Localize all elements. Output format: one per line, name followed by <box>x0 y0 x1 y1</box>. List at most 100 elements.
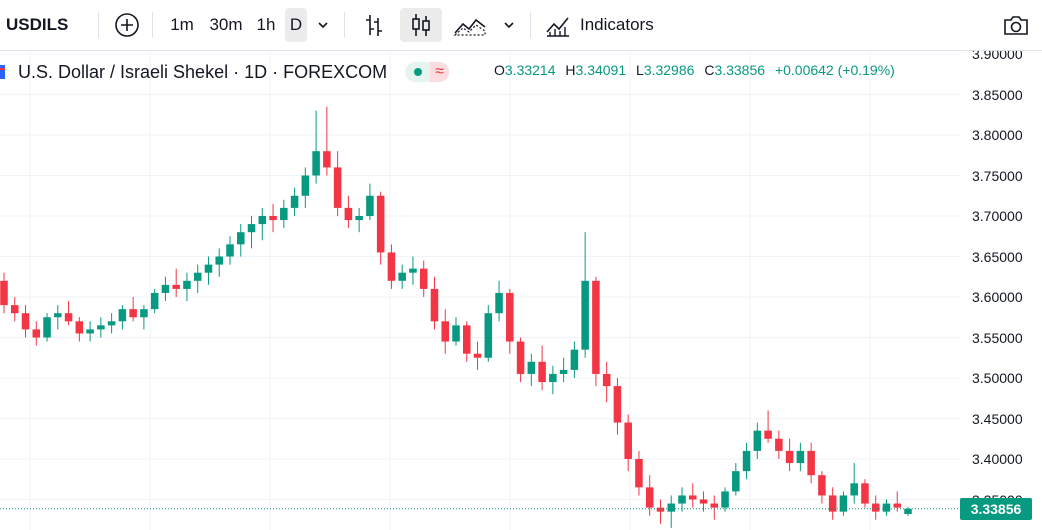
candle <box>323 106 331 176</box>
candle <box>592 276 600 387</box>
candle-body <box>807 450 815 476</box>
candle <box>613 378 622 435</box>
candle-body <box>818 475 826 496</box>
interval-d-button[interactable]: D <box>285 8 307 42</box>
candle-body <box>247 224 256 233</box>
candle <box>129 297 137 322</box>
candle-body <box>656 507 665 512</box>
chart-grid <box>0 51 960 530</box>
candle-body <box>710 503 719 508</box>
candle <box>64 301 73 326</box>
candle <box>236 224 245 257</box>
price-tick: 3.50000 <box>972 370 1023 386</box>
open-value: 3.33214 <box>504 62 556 78</box>
candle-body <box>796 450 805 464</box>
candle-body <box>387 252 396 281</box>
market-status-badge[interactable]: ≈ <box>405 62 449 82</box>
candle-body <box>21 313 30 330</box>
interval-1m-button[interactable]: 1m <box>170 15 194 34</box>
chart-type-dropdown[interactable] <box>496 8 522 42</box>
intervals-dropdown[interactable] <box>310 8 336 42</box>
candle <box>215 248 224 277</box>
candle-body <box>678 495 686 504</box>
market-open-dot-icon <box>414 68 423 76</box>
candle-body <box>484 313 493 358</box>
candle <box>882 499 891 516</box>
chevron-down-icon <box>318 22 328 29</box>
candle <box>850 463 858 504</box>
candle-body <box>226 244 234 257</box>
candle <box>484 305 493 362</box>
candle-body <box>527 361 536 374</box>
candle <box>527 353 536 387</box>
bar-chart-type-button[interactable] <box>356 8 392 42</box>
candle <box>140 305 148 330</box>
candle <box>495 280 503 322</box>
candle-body <box>366 195 374 216</box>
candle-body <box>473 353 482 358</box>
snapshot-button[interactable] <box>998 8 1034 42</box>
candle-body <box>54 313 62 318</box>
candle <box>796 442 805 472</box>
candle <box>462 321 471 362</box>
candle-body <box>75 321 84 334</box>
candle <box>172 268 180 297</box>
candle-body <box>430 288 439 322</box>
approx-icon: ≈ <box>430 62 449 82</box>
candle-body <box>398 272 406 281</box>
candle-body <box>150 292 159 310</box>
candle <box>775 430 783 459</box>
candle <box>376 191 385 265</box>
candle <box>409 256 417 285</box>
candle <box>150 288 159 314</box>
symbol-search-button[interactable]: USDILS <box>6 8 96 42</box>
candle <box>290 187 299 216</box>
candles-chart-type-button[interactable] <box>400 8 442 42</box>
candle-body <box>645 487 654 508</box>
candle <box>721 487 729 512</box>
change-value: +0.00642 (+0.19%) <box>774 62 895 78</box>
candle-body <box>764 430 772 439</box>
candle <box>54 305 62 330</box>
interval-30m-button[interactable]: 30m <box>209 15 243 34</box>
candle-body <box>301 175 310 196</box>
candles-icon <box>412 14 430 36</box>
candle <box>764 410 772 443</box>
candle <box>828 487 837 520</box>
candle <box>419 260 428 297</box>
candle-body <box>419 268 428 289</box>
candle-body <box>452 325 460 342</box>
interval-1h-button[interactable]: 1h <box>256 15 276 34</box>
last-price-label: 3.33856 <box>960 498 1032 520</box>
candle <box>602 361 611 403</box>
candle-body <box>882 503 891 512</box>
candle-body <box>753 430 762 451</box>
bars-icon <box>366 15 382 36</box>
candle-body <box>602 373 611 387</box>
compare-symbol-button[interactable] <box>112 8 142 42</box>
chevron-down-icon <box>504 22 514 29</box>
candle-body <box>376 195 385 253</box>
candle-body <box>699 499 708 504</box>
candle-body <box>161 284 170 293</box>
candle-body <box>785 450 794 464</box>
candle-body <box>506 292 514 342</box>
price-axis[interactable]: 3.90000 3.85000 3.80000 3.75000 3.70000 3.650… <box>960 46 1042 530</box>
price-chart[interactable] <box>0 51 960 530</box>
toolbar-divider <box>344 12 345 38</box>
candle-body <box>86 329 94 334</box>
candle <box>506 288 514 354</box>
candle-body <box>549 373 557 383</box>
candle <box>581 232 589 358</box>
indicators-button[interactable]: Indicators <box>540 8 670 42</box>
candle-body <box>118 309 127 322</box>
candle-body <box>193 272 202 281</box>
symbol-name: USDILS <box>6 15 69 34</box>
price-tick: 3.40000 <box>972 451 1023 467</box>
candle-body <box>140 309 148 318</box>
candle <box>667 495 676 528</box>
area-chart-type-button[interactable] <box>450 8 490 42</box>
candle <box>807 442 815 484</box>
low-label: L <box>636 62 644 78</box>
candle-body <box>624 422 632 459</box>
